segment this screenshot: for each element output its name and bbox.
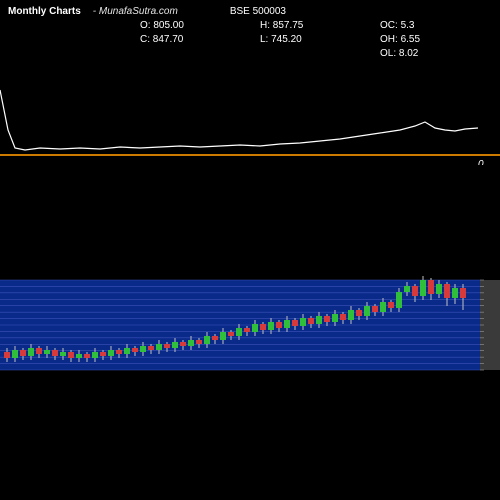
line-chart-svg: 0 xyxy=(0,0,500,165)
svg-text:0: 0 xyxy=(478,159,484,165)
line-chart-panel: 0 xyxy=(0,0,500,160)
candle-chart-svg xyxy=(0,250,500,390)
candle-chart-panel xyxy=(0,250,500,390)
chart-root: Monthly Charts - MunafaSutra.com BSE 500… xyxy=(0,0,500,500)
